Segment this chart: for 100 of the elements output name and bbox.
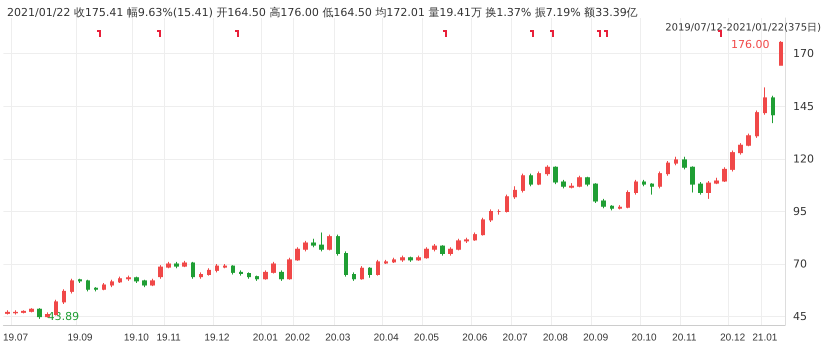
annotation: 176.00 — [730, 38, 770, 52]
x-tick-label: 20.09 — [583, 332, 609, 344]
candlestick — [352, 272, 356, 282]
y-tick-label: 145 — [793, 100, 814, 113]
candlestick — [21, 310, 26, 314]
candlestick — [642, 179, 646, 187]
candlestick — [618, 204, 622, 210]
candlestick — [593, 182, 598, 204]
candlestick — [360, 266, 364, 280]
candlestick — [303, 240, 308, 252]
candlestick — [376, 259, 380, 276]
candlestick — [714, 177, 719, 185]
candlestick — [722, 166, 727, 183]
candlestick — [577, 175, 582, 188]
candlestick — [62, 288, 66, 304]
candlestick — [432, 244, 437, 252]
candlestick — [102, 282, 106, 291]
candlestick — [416, 255, 421, 262]
candlestick — [666, 160, 670, 176]
candlestick — [537, 171, 541, 186]
x-tick-label: 20.02 — [284, 332, 310, 344]
y-tick-label: 170 — [793, 47, 814, 60]
candlestick — [191, 261, 195, 280]
candlestick — [771, 95, 775, 124]
y-tick-label: 45 — [793, 310, 807, 324]
candlestick — [408, 256, 413, 262]
candlestick — [561, 179, 566, 189]
candlestick — [456, 238, 461, 251]
candlestick — [553, 166, 558, 185]
candlestick — [255, 275, 259, 282]
candlestick — [126, 275, 131, 282]
candlestick — [473, 232, 477, 242]
x-tick-label: 19.09 — [67, 332, 93, 344]
candlestick — [626, 190, 630, 209]
candlestick — [207, 268, 211, 276]
candlestick — [400, 255, 405, 262]
candlestick — [481, 217, 485, 236]
x-tick-label: 20.12 — [720, 332, 746, 344]
candlestick — [134, 276, 139, 284]
x-tick-label: 20.08 — [542, 332, 568, 344]
x-tick-label: 20.05 — [414, 332, 440, 344]
candlestick — [327, 234, 332, 251]
candlestick — [279, 270, 284, 282]
candlestick — [738, 142, 743, 156]
candlestick — [247, 272, 251, 280]
candlestick — [521, 173, 525, 194]
candlestick — [231, 264, 235, 276]
x-tick-label: 20.03 — [325, 332, 351, 344]
candlestick — [779, 40, 783, 66]
candlestick — [287, 257, 292, 280]
x-tick-label: 19.10 — [124, 332, 150, 344]
candlestick — [150, 278, 155, 287]
candlestick — [448, 246, 453, 256]
x-tick-label: 19.12 — [204, 332, 230, 344]
candlestick — [690, 166, 695, 194]
candlestick — [29, 308, 34, 313]
candlestick — [497, 208, 501, 216]
x-tick-label: 19.11 — [156, 332, 182, 344]
x-tick-label: 20.04 — [374, 332, 400, 344]
y-tick-label: 70 — [793, 258, 807, 271]
candlestick — [610, 204, 614, 211]
x-tick-label: 21.01 — [752, 332, 778, 344]
y-tick-label: 120 — [793, 152, 814, 166]
candlestick — [142, 279, 147, 288]
candlestick — [78, 278, 82, 284]
x-tick-label: 20.01 — [252, 332, 278, 344]
candlestick — [674, 156, 678, 166]
candlestick — [223, 264, 227, 269]
x-tick-label: 20.06 — [462, 332, 488, 344]
candlestick — [489, 208, 493, 222]
candlestick — [271, 261, 276, 274]
candlestick — [698, 182, 703, 196]
candlestick — [311, 238, 316, 248]
candlestick — [215, 264, 219, 273]
candlestick — [86, 279, 90, 292]
candlestick — [601, 198, 606, 209]
candlestick — [199, 272, 203, 280]
candlestick — [174, 261, 179, 269]
candlestick — [166, 261, 171, 269]
candlestick — [368, 266, 372, 278]
candlestick — [5, 310, 10, 315]
x-tick-label: 20.11 — [672, 332, 697, 344]
y-tick-label: 95 — [793, 204, 807, 218]
candlestick — [513, 186, 517, 200]
x-tick-label: 20.10 — [631, 332, 657, 344]
candlestick — [746, 133, 751, 147]
candlestick — [158, 264, 163, 280]
candlestick — [13, 310, 18, 315]
candlestick — [682, 156, 687, 170]
candlestick — [344, 250, 348, 278]
candlestick — [650, 182, 654, 196]
x-tick-label: 20.07 — [502, 332, 528, 344]
x-tick-label: 19.07 — [2, 332, 28, 344]
candlestick — [336, 234, 340, 256]
candlestick — [70, 278, 74, 294]
candlestick — [319, 232, 324, 252]
candlestick — [118, 276, 122, 284]
candlestick — [706, 180, 711, 200]
candlestick — [392, 257, 396, 264]
candlestick — [94, 286, 98, 292]
